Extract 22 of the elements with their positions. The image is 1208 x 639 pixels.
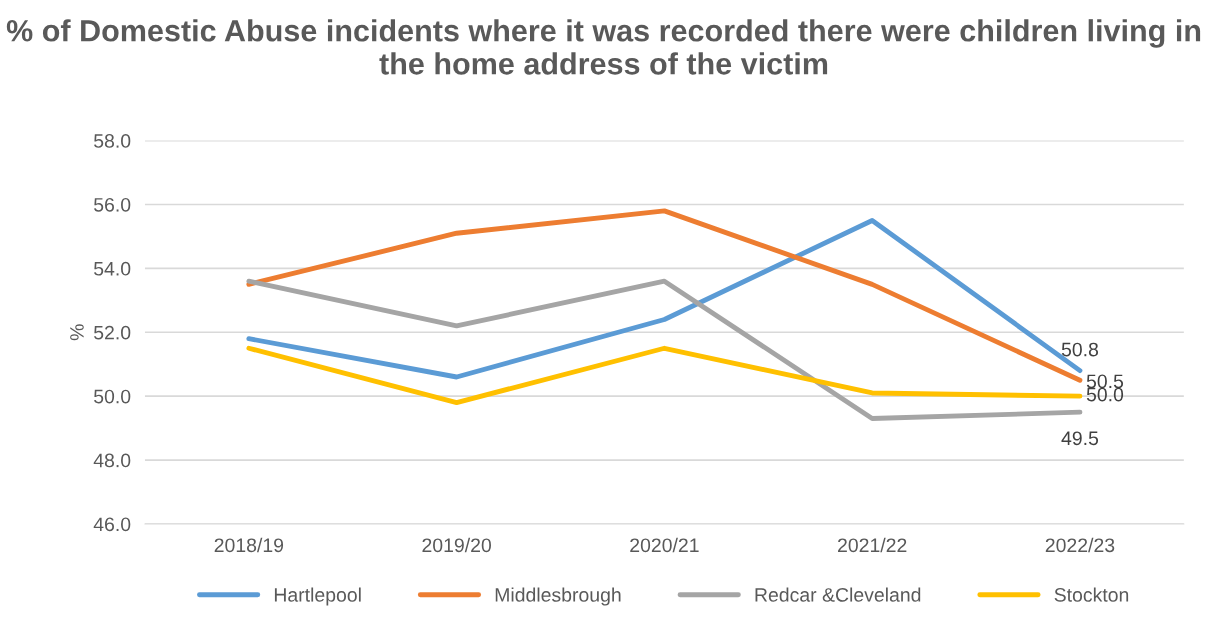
legend-label: Middlesbrough	[495, 587, 621, 606]
legend-label: Stockton	[1054, 587, 1129, 602]
y-tick-label: 56.0	[94, 197, 131, 212]
x-tick-label: 2021/22	[838, 537, 907, 553]
data-label: 50.8	[1061, 342, 1099, 357]
data-label: 50.5	[1086, 374, 1124, 389]
legend-label: Hartlepool	[274, 587, 361, 606]
y-tick-label: 48.0	[93, 453, 131, 468]
data-label: 49.5	[1061, 431, 1099, 446]
x-tick-label: 2019/20	[422, 537, 492, 553]
legend-label: Redcar &Cleveland	[755, 587, 921, 602]
y-tick-label: 46.0	[93, 517, 131, 532]
y-axis-title: %	[70, 324, 84, 341]
chart-title: % of Domestic Abuse incidents where it was recorded there were children living in the home address of the victim	[6, 19, 1201, 75]
x-tick-label: 2020/21	[630, 537, 699, 553]
data-label: 50.0	[1086, 387, 1124, 402]
x-tick-label: 2018/19	[214, 537, 284, 553]
x-tick-label: 2022/23	[1045, 537, 1115, 553]
y-tick-label: 50.0	[94, 389, 131, 404]
y-tick-label: 54.0	[94, 261, 131, 276]
y-tick-label: 58.0	[94, 134, 131, 148]
y-tick-label: 52.0	[94, 325, 131, 340]
